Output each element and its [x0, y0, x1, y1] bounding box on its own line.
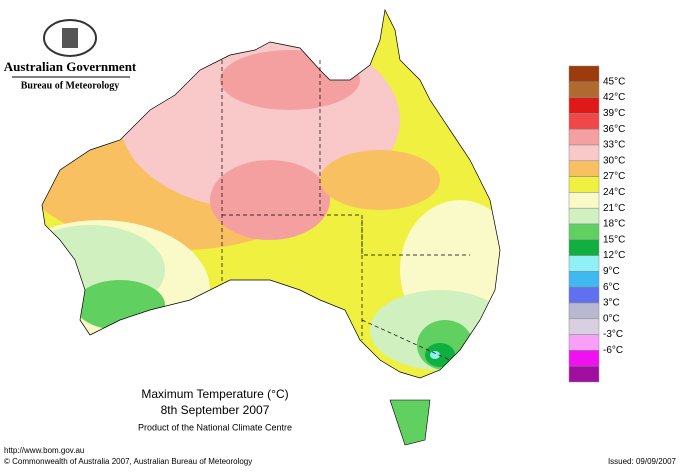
legend-label: -3°C — [603, 329, 623, 340]
legend-swatch — [568, 192, 600, 209]
legend-label: 21°C — [603, 203, 625, 214]
legend-swatch — [568, 239, 600, 256]
state-borders — [221, 60, 470, 361]
legend-label: 39°C — [603, 108, 625, 119]
legend-label: 12°C — [603, 250, 625, 261]
legend-swatch — [568, 113, 600, 130]
footer-copyright: © Commonwealth of Australia 2007, Austra… — [4, 457, 252, 466]
legend-label: 36°C — [603, 124, 625, 135]
legend-swatch — [568, 350, 600, 367]
legend-label: 15°C — [603, 234, 625, 245]
legend: 45°C 42°C 39°C 36°C 33°C 30°C 27°C 24°C 21°C 18°C… — [568, 65, 625, 383]
legend-swatch — [568, 286, 600, 304]
tasmania — [389, 399, 431, 446]
map-product: Product of the National Climate Centre — [138, 422, 292, 432]
legend-swatch — [568, 160, 600, 177]
legend-label: 42°C — [603, 92, 625, 103]
legend-label: 3°C — [603, 298, 620, 309]
footer-url: http://www.bom.gov.au — [4, 446, 84, 455]
legend-label: 18°C — [603, 219, 625, 230]
legend-label: 30°C — [603, 155, 625, 166]
legend-label: 27°C — [603, 171, 625, 182]
map-date: 8th September 2007 — [161, 403, 270, 417]
legend-label: 45°C — [603, 76, 625, 87]
legend-label: 9°C — [603, 266, 620, 277]
legend-label: 6°C — [603, 282, 620, 293]
legend-swatch — [568, 207, 600, 225]
legend-swatch — [568, 271, 600, 288]
crest — [43, 19, 97, 57]
footer-issued: Issued: 09/09/2007 — [608, 457, 677, 466]
map-title: Maximum Temperature (°C) — [141, 387, 288, 401]
legend-swatch — [568, 223, 600, 241]
legend-label: 24°C — [603, 187, 625, 198]
legend-swatch — [568, 81, 600, 98]
legend-swatch — [568, 318, 600, 335]
legend-swatch — [568, 128, 600, 146]
legend-label: 33°C — [603, 140, 625, 151]
legend-swatch — [568, 176, 600, 193]
header-title: Australian Government — [4, 59, 137, 74]
legend-label: 0°C — [603, 313, 620, 324]
legend-swatch — [568, 97, 600, 114]
legend-swatch — [568, 365, 600, 383]
legend-swatch — [568, 255, 600, 272]
legend-swatch — [568, 65, 600, 83]
legend-swatch — [568, 302, 600, 320]
legend-label: -6°C — [603, 345, 623, 356]
legend-swatch — [568, 334, 600, 351]
header-subtitle: Bureau of Meteorology — [21, 80, 120, 91]
legend-swatch — [568, 144, 600, 162]
